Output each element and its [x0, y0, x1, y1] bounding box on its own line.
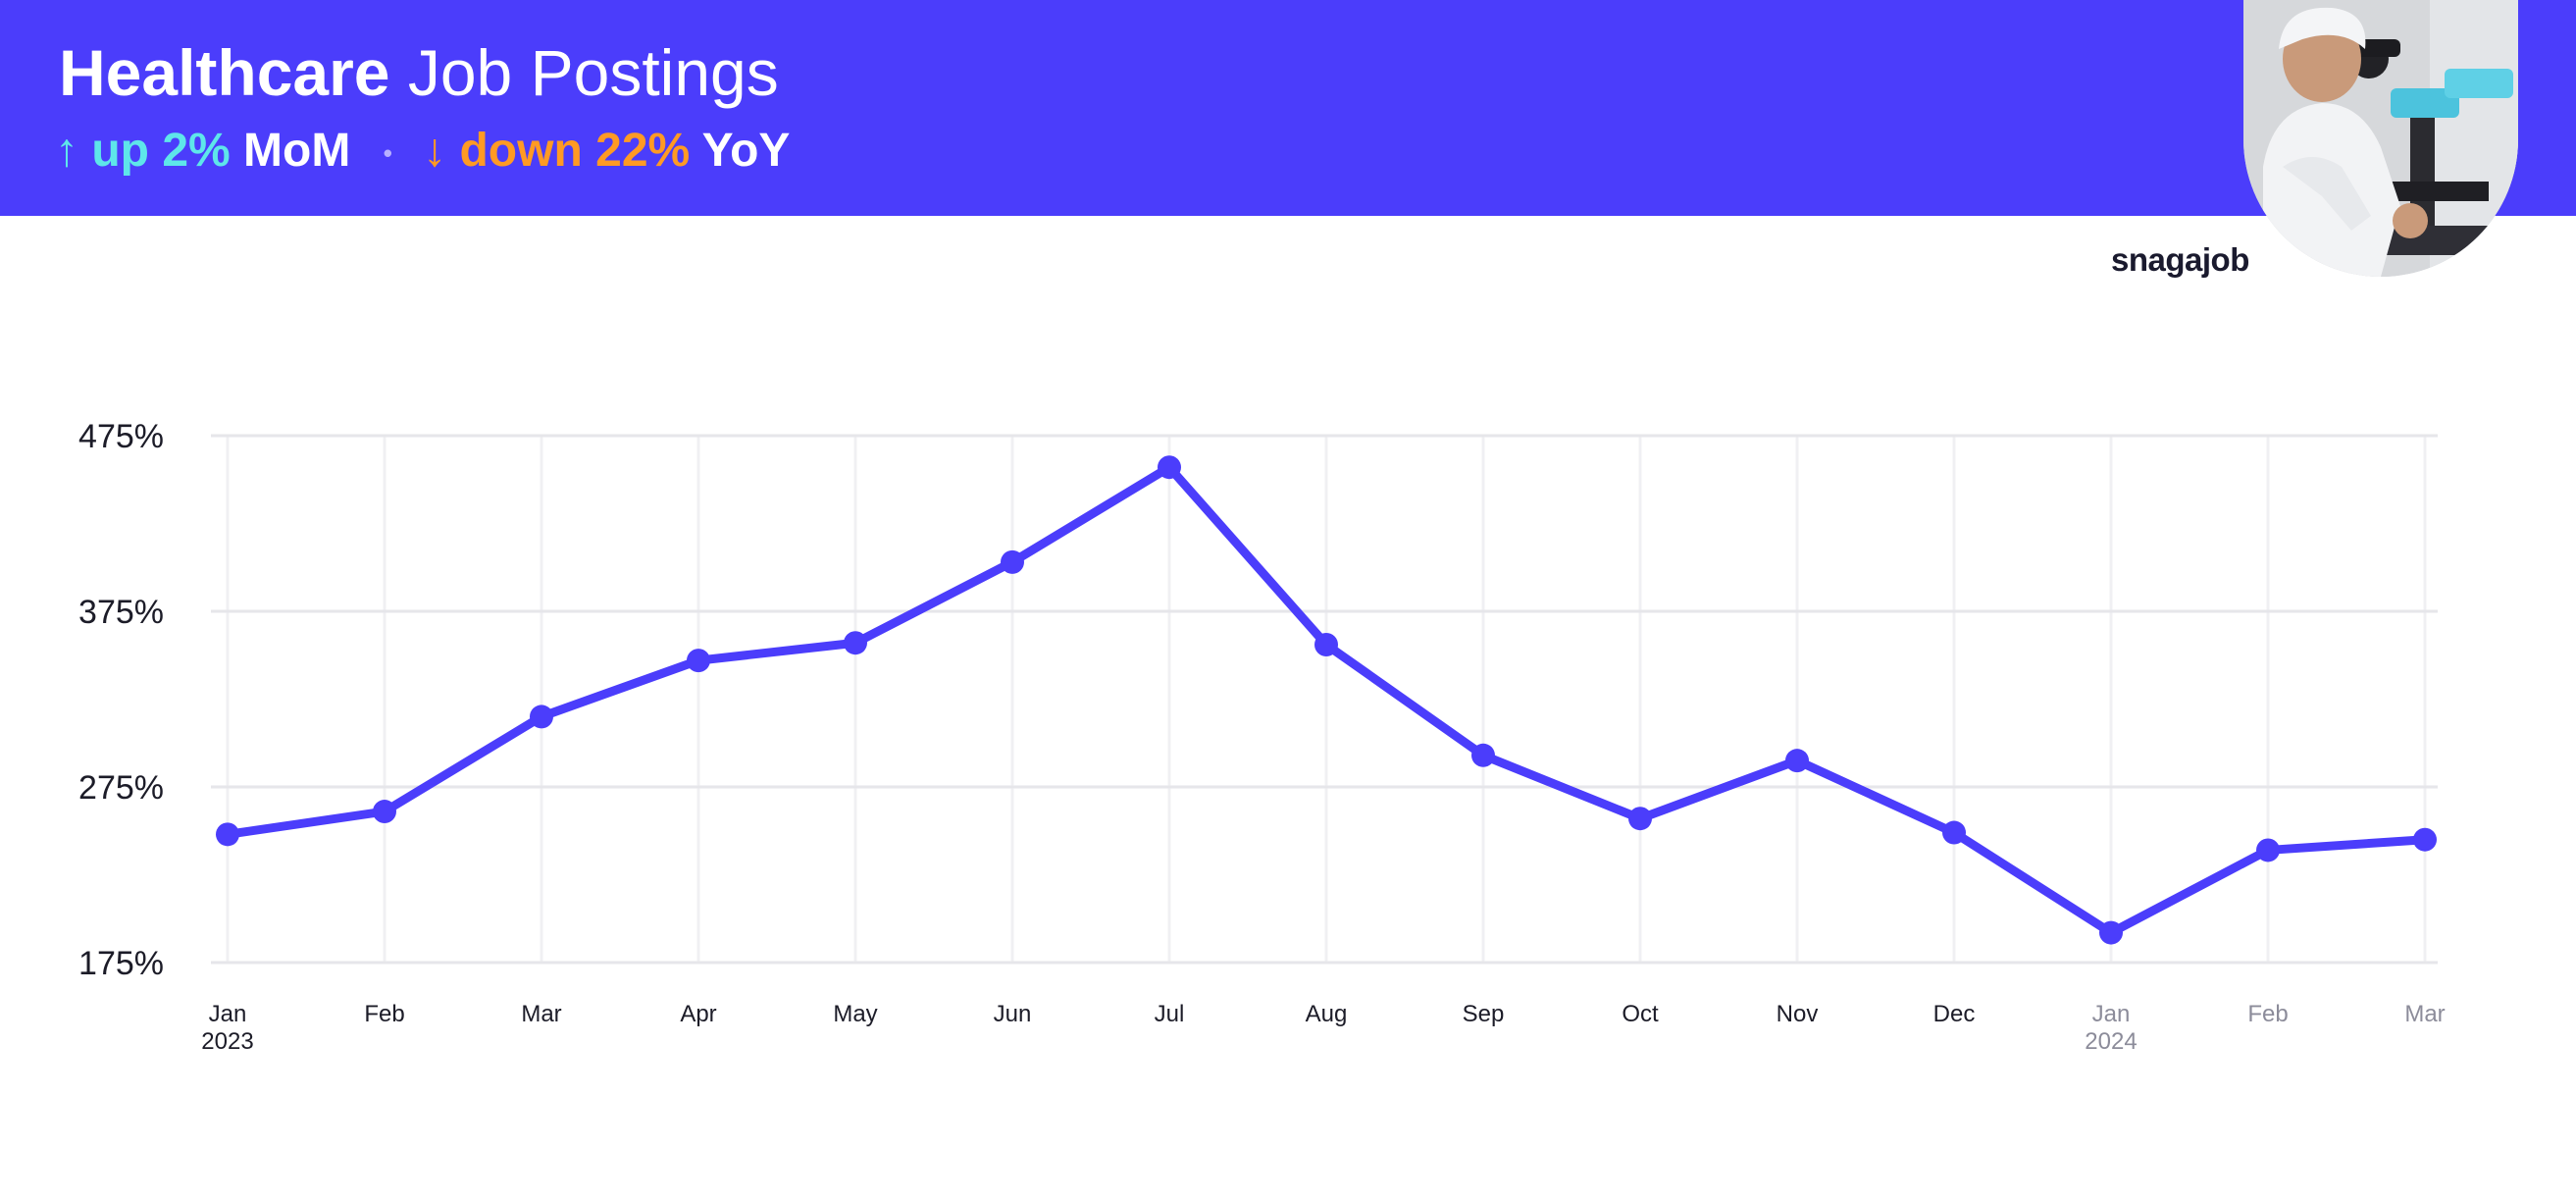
- data-point: [1471, 743, 1495, 767]
- mom-label: MoM: [243, 125, 351, 177]
- y-tick-label: 475%: [78, 418, 164, 455]
- title-bold: Healthcare: [59, 36, 390, 109]
- data-point: [1628, 807, 1652, 831]
- yoy-change-value: down 22%: [459, 125, 691, 177]
- data-point: [1785, 749, 1809, 773]
- x-tick-label: May: [833, 1001, 877, 1027]
- x-tick-label: Feb: [364, 1001, 404, 1027]
- x-tick-label: Apr: [680, 1001, 716, 1027]
- yoy-label: YoY: [701, 125, 791, 177]
- x-tick-label: Mar: [521, 1001, 561, 1027]
- x-tick-label: Feb: [2247, 1001, 2288, 1027]
- snagajob-logo: snagajob: [2111, 241, 2249, 278]
- arrow-down-icon: ↓: [423, 125, 447, 177]
- x-tick-label: Jan: [209, 1001, 247, 1027]
- data-point: [844, 631, 867, 655]
- x-tick-label: Oct: [1622, 1001, 1659, 1027]
- data-point: [373, 800, 396, 824]
- x-tick-label: Dec: [1933, 1001, 1976, 1027]
- y-tick-label: 375%: [78, 594, 164, 631]
- data-point: [2413, 827, 2437, 852]
- title-rest: Job Postings: [389, 36, 779, 109]
- x-tick-year-label: 2023: [201, 1028, 253, 1055]
- stat-separator: •: [383, 138, 392, 169]
- change-stats: ↑ up 2% MoM • ↓ down 22% YoY: [55, 120, 790, 184]
- data-point: [1158, 455, 1181, 480]
- x-tick-label: Aug: [1306, 1001, 1348, 1027]
- data-point: [216, 822, 239, 847]
- x-tick-label: Mar: [2404, 1001, 2445, 1027]
- x-tick-year-label: 2024: [2085, 1028, 2137, 1055]
- x-tick-label: Sep: [1463, 1001, 1505, 1027]
- y-tick-label: 175%: [78, 945, 164, 982]
- x-tick-label: Jun: [994, 1001, 1032, 1027]
- page-title: Healthcare Job Postings: [59, 31, 779, 114]
- data-point: [687, 649, 710, 673]
- mom-change-value: up 2%: [91, 125, 231, 177]
- data-point: [530, 705, 553, 729]
- data-point: [1942, 820, 1966, 845]
- x-tick-label: Jul: [1155, 1001, 1185, 1027]
- y-tick-label: 275%: [78, 769, 164, 807]
- header-banner: Healthcare Job Postings ↑ up 2% MoM • ↓ …: [0, 0, 2576, 216]
- data-point: [1001, 549, 1024, 574]
- arrow-up-icon: ↑: [55, 125, 78, 177]
- data-point: [2099, 920, 2123, 945]
- lab-technician-photo: [2243, 0, 2518, 277]
- x-tick-label: Jan: [2092, 1001, 2131, 1027]
- data-point: [1314, 633, 1338, 657]
- x-tick-label: Nov: [1777, 1001, 1819, 1027]
- data-point: [2256, 838, 2280, 862]
